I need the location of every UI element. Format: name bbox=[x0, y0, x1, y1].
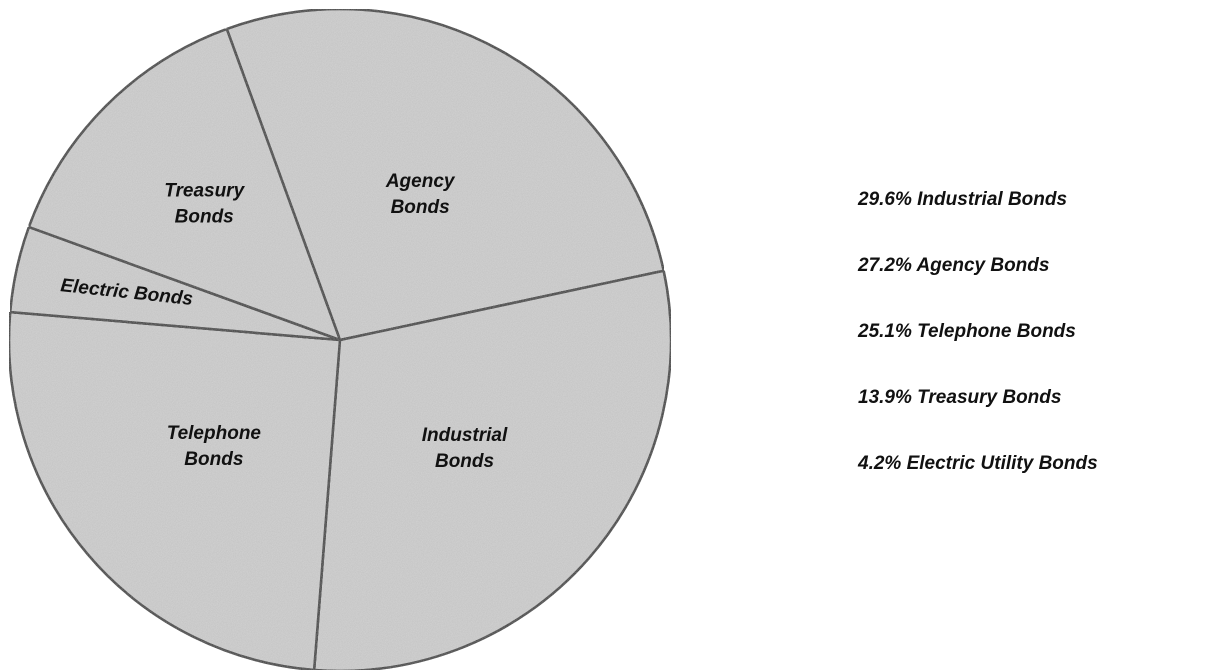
legend-entry: 29.6% Industrial Bonds bbox=[857, 189, 1067, 210]
pie-slice bbox=[7, 310, 342, 670]
slice-label: Agency bbox=[385, 171, 456, 192]
pie bbox=[7, 7, 673, 670]
pie-slice bbox=[312, 269, 673, 670]
legend-entry: 13.9% Treasury Bonds bbox=[858, 387, 1061, 408]
slice-label: Industrial bbox=[422, 425, 508, 446]
pie-slice bbox=[27, 27, 343, 343]
slice-label: Bonds bbox=[435, 451, 494, 472]
legend-entry: 25.1% Telephone Bonds bbox=[857, 321, 1076, 342]
legend-entry: 4.2% Electric Utility Bonds bbox=[857, 453, 1098, 474]
slice-label: Telephone bbox=[167, 423, 262, 444]
slice-label: Bonds bbox=[175, 206, 234, 227]
slice-label: Bonds bbox=[184, 449, 243, 470]
pie-labels: Agency Bonds Industrial Bonds Telephone Bonds… bbox=[59, 171, 508, 472]
pie-slice bbox=[225, 7, 666, 342]
slice-label: Treasury bbox=[164, 180, 245, 201]
legend-entry: 27.2% Agency Bonds bbox=[857, 255, 1049, 276]
slice-label: Bonds bbox=[391, 197, 450, 218]
